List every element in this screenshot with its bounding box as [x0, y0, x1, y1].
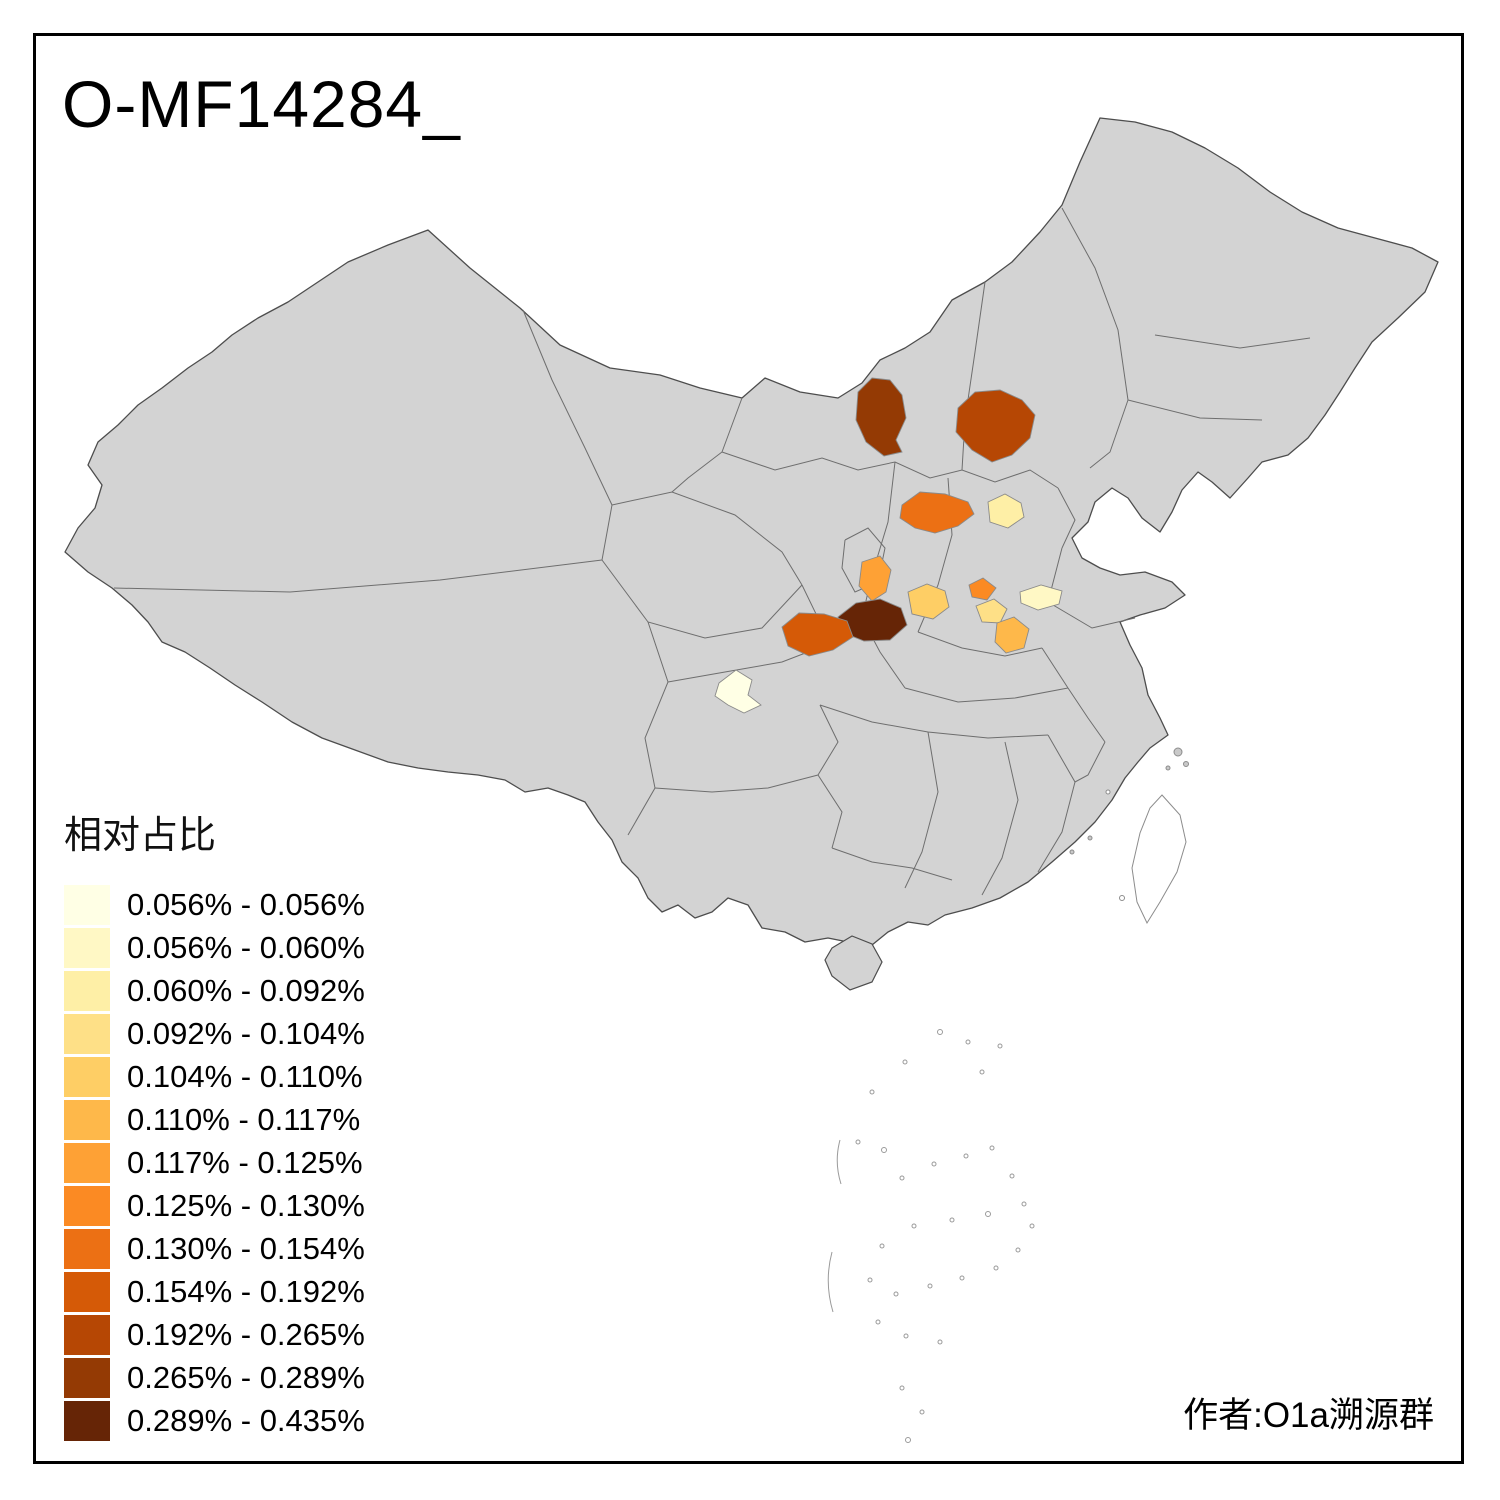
- legend-label: 0.154% - 0.192%: [127, 1274, 365, 1309]
- highlighted-region: [781, 612, 854, 657]
- legend-label: 0.130% - 0.154%: [127, 1231, 365, 1266]
- highlighted-region: [955, 389, 1036, 463]
- highlighted-region: [714, 669, 762, 714]
- highlighted-region: [987, 493, 1025, 529]
- legend-swatch: [64, 1358, 110, 1398]
- legend-label: 0.265% - 0.289%: [127, 1360, 365, 1395]
- legend-label: 0.192% - 0.265%: [127, 1317, 365, 1352]
- legend-item: 0.104% - 0.110%: [64, 1057, 365, 1097]
- mainland-outline: [64, 117, 1439, 963]
- highlighted-regions: [714, 377, 1063, 714]
- highlighted-region: [899, 491, 975, 534]
- coastal-island: [1087, 835, 1093, 841]
- highlighted-region: [1019, 584, 1063, 611]
- highlighted-region: [858, 555, 892, 602]
- highlighted-region: [968, 577, 997, 601]
- legend-swatch: [64, 1315, 110, 1355]
- legend-item: 0.110% - 0.117%: [64, 1100, 365, 1140]
- legend-item: 0.154% - 0.192%: [64, 1272, 365, 1312]
- coastal-island: [1105, 789, 1111, 795]
- legend-item: 0.192% - 0.265%: [64, 1315, 365, 1355]
- author-credit: 作者:O1a溯源群: [1183, 1396, 1434, 1435]
- legend-item: 0.060% - 0.092%: [64, 971, 365, 1011]
- legend-swatch: [64, 1014, 110, 1054]
- legend-swatch: [64, 1229, 110, 1269]
- legend-label: 0.110% - 0.117%: [127, 1102, 361, 1137]
- legend-swatch: [64, 1272, 110, 1312]
- legend-item: 0.130% - 0.154%: [64, 1229, 365, 1269]
- legend-swatch: [64, 885, 110, 925]
- coastal-island: [1069, 849, 1075, 855]
- legend-swatch: [64, 1401, 110, 1441]
- hainan-island: [824, 935, 883, 991]
- islands: [1069, 747, 1189, 925]
- legend-title: 相对占比: [64, 815, 217, 857]
- legend-label: 0.117% - 0.125%: [127, 1145, 363, 1180]
- highlighted-region: [994, 616, 1030, 654]
- legend-item: 0.056% - 0.056%: [64, 885, 365, 925]
- legend-item: 0.092% - 0.104%: [64, 1014, 365, 1054]
- legend-swatch: [64, 971, 110, 1011]
- legend-item: 0.289% - 0.435%: [64, 1401, 365, 1441]
- coastal-island: [1173, 747, 1183, 757]
- legend-item: 0.117% - 0.125%: [64, 1143, 365, 1183]
- legend-swatch: [64, 928, 110, 968]
- south-china-sea-islets: [827, 1029, 1035, 1443]
- province-boundaries: [113, 207, 1311, 896]
- coastal-island: [1165, 765, 1171, 771]
- legend-swatch: [64, 1100, 110, 1140]
- legend-label: 0.056% - 0.060%: [127, 930, 365, 965]
- legend: 相对占比 0.056% - 0.056% 0.056% - 0.060% 0.0…: [64, 804, 365, 1444]
- legend-item: 0.056% - 0.060%: [64, 928, 365, 968]
- legend-swatch: [64, 1186, 110, 1226]
- highlighted-region: [975, 598, 1008, 624]
- taiwan-island: [1131, 794, 1187, 925]
- coastal-island: [1119, 895, 1125, 901]
- legend-label: 0.060% - 0.092%: [127, 973, 365, 1008]
- highlighted-region: [907, 583, 950, 620]
- legend-label: 0.092% - 0.104%: [127, 1016, 365, 1051]
- highlighted-region: [855, 377, 907, 457]
- legend-label: 0.056% - 0.056%: [127, 887, 365, 922]
- legend-item: 0.125% - 0.130%: [64, 1186, 365, 1226]
- legend-swatch: [64, 1057, 110, 1097]
- legend-swatch: [64, 1143, 110, 1183]
- coastal-island: [1183, 761, 1189, 767]
- figure-title: O-MF14284_: [62, 67, 461, 141]
- legend-item: 0.265% - 0.289%: [64, 1358, 365, 1398]
- legend-label: 0.125% - 0.130%: [127, 1188, 365, 1223]
- legend-label: 0.104% - 0.110%: [127, 1059, 363, 1094]
- legend-label: 0.289% - 0.435%: [127, 1403, 365, 1438]
- mainland-landmass: [64, 117, 1439, 991]
